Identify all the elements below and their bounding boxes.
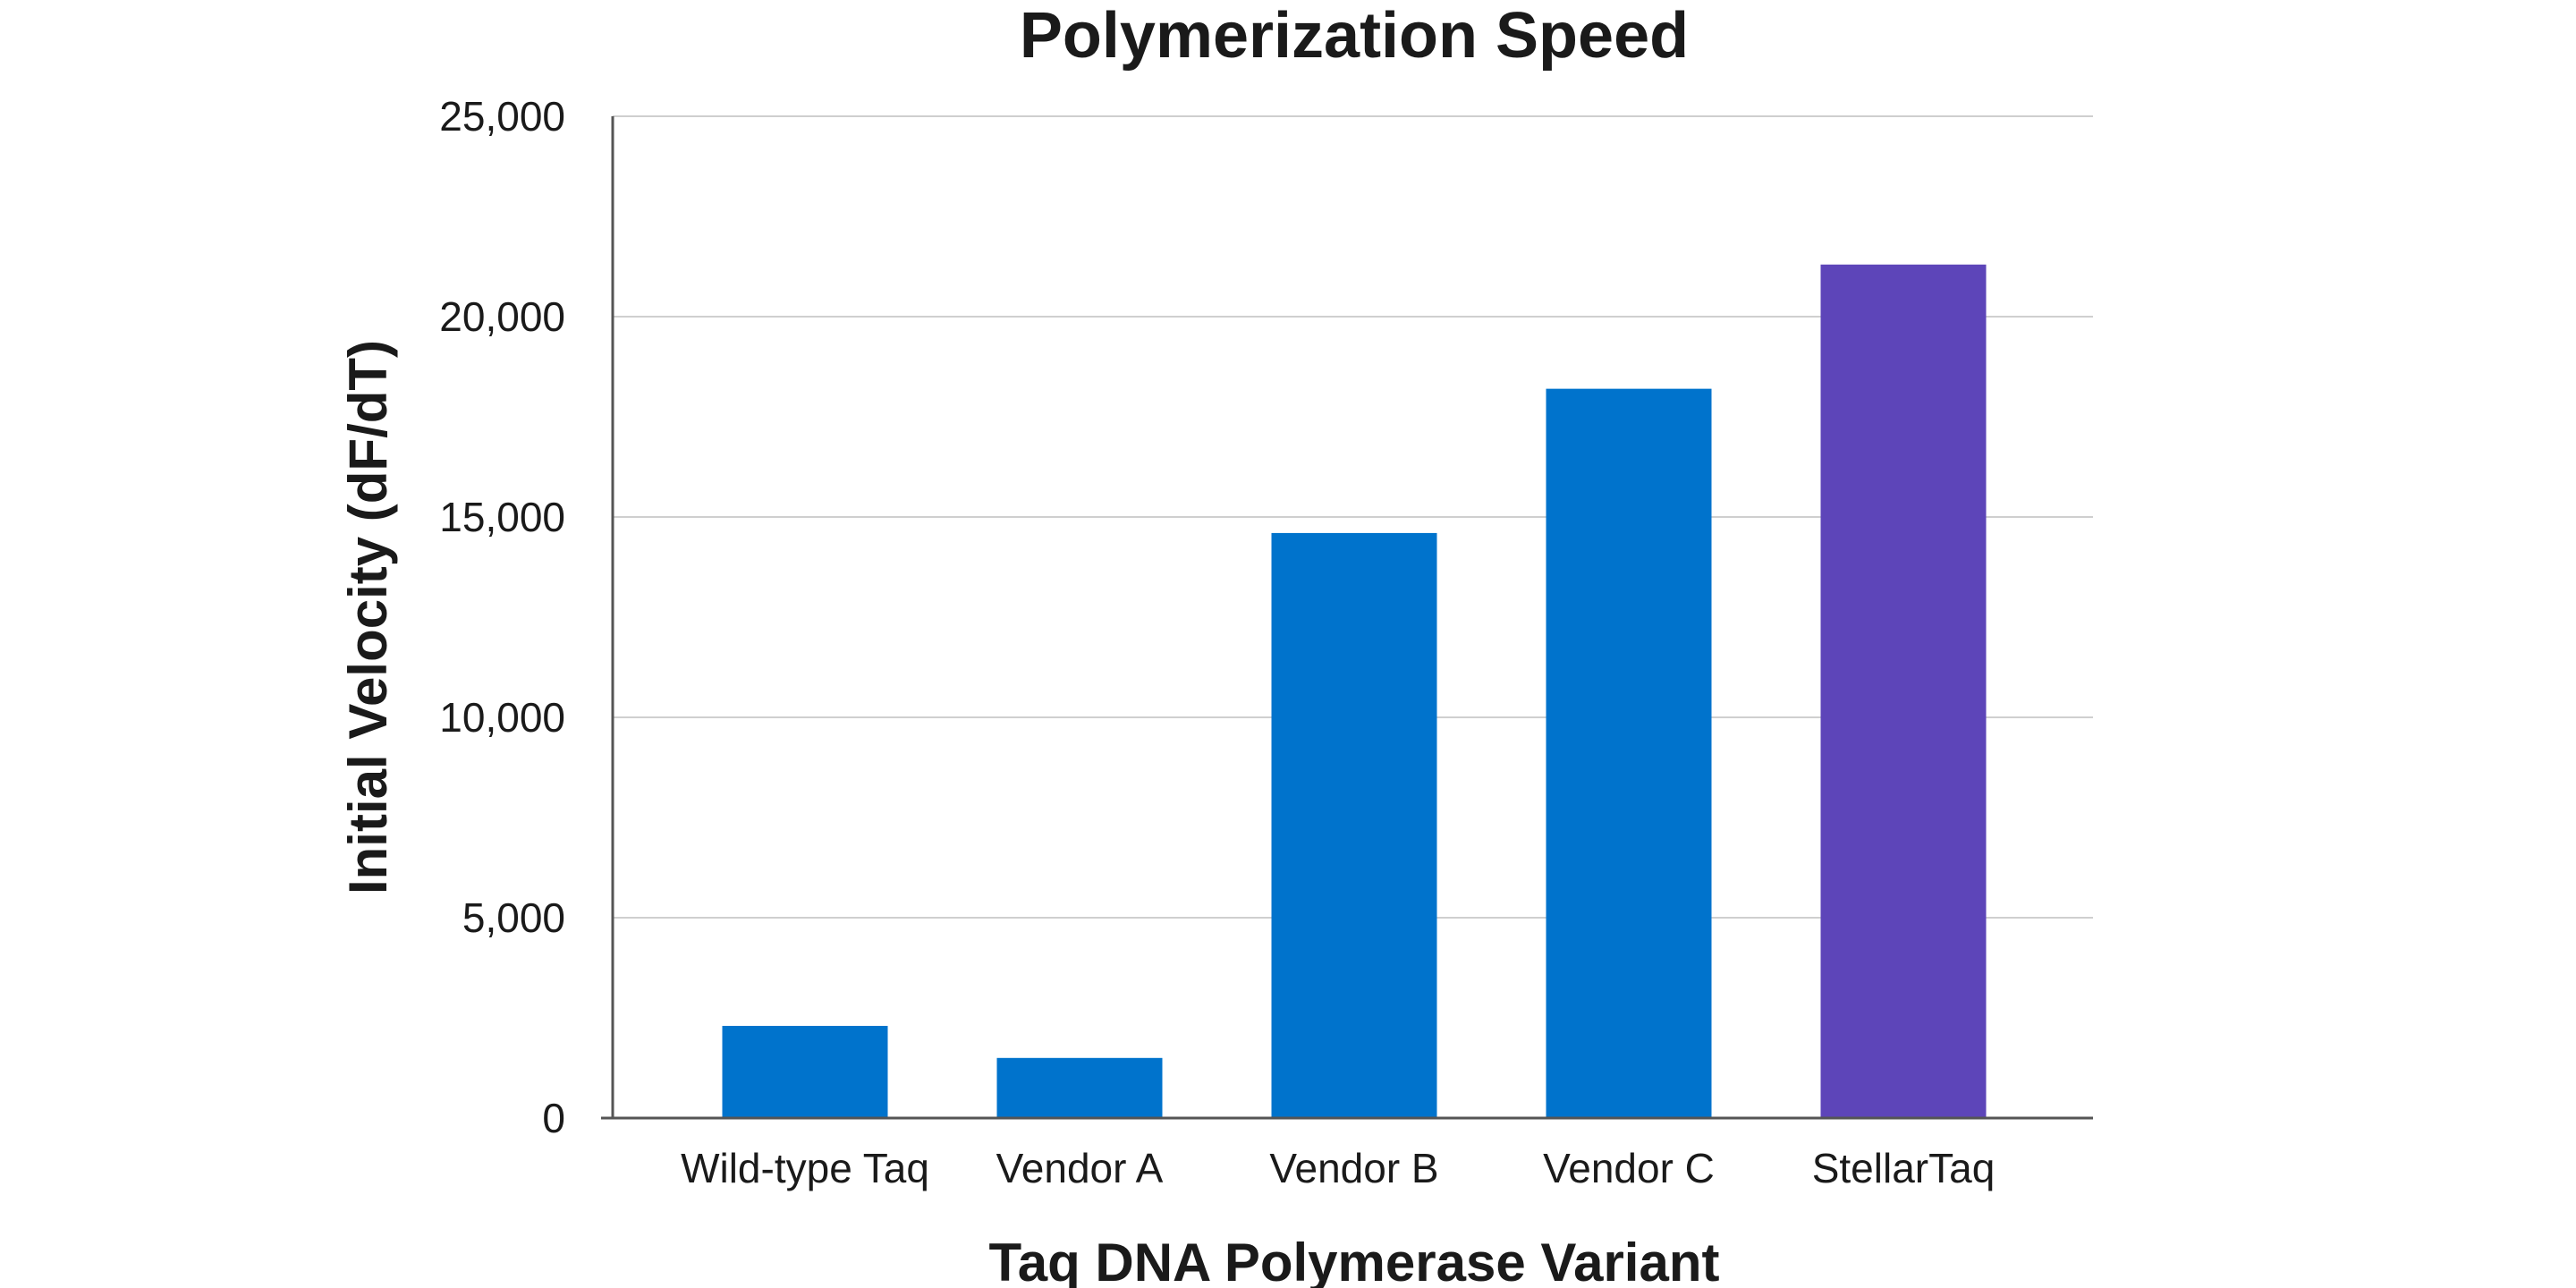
x-tick-label: Vendor B: [1269, 1145, 1438, 1191]
bar-vendor-b: [1271, 532, 1437, 1118]
x-tick-label: StellarTaq: [1812, 1145, 1996, 1191]
bar-vendor-a: [996, 1057, 1163, 1118]
bars: [722, 264, 1987, 1118]
y-tick-label: 20,000: [439, 293, 565, 340]
x-tick-label: Vendor C: [1543, 1145, 1715, 1191]
y-tick-label: 10,000: [439, 694, 565, 741]
y-tick-label: 15,000: [439, 494, 565, 540]
y-axis-ticks: 0 5,000 10,000 15,000 20,000 25,000: [439, 93, 565, 1141]
y-tick-label: 0: [542, 1095, 565, 1141]
chart-title: Polymerization Speed: [1020, 0, 1689, 72]
y-tick-label: 5,000: [462, 894, 565, 941]
x-tick-label: Wild-type Taq: [681, 1145, 929, 1191]
bar-wild-type-taq: [722, 1025, 888, 1118]
bar-vendor-c: [1546, 388, 1712, 1118]
x-axis-title: Taq DNA Polymerase Variant: [989, 1233, 1720, 1288]
y-axis-title: Initial Velocity (dF/dT): [338, 340, 398, 894]
x-axis-ticks: Wild-type Taq Vendor A Vendor B Vendor C Ste…: [681, 1145, 1995, 1191]
bar-stellartaq: [1820, 264, 1987, 1118]
y-tick-label: 25,000: [439, 93, 565, 140]
x-tick-label: Vendor A: [996, 1145, 1164, 1191]
